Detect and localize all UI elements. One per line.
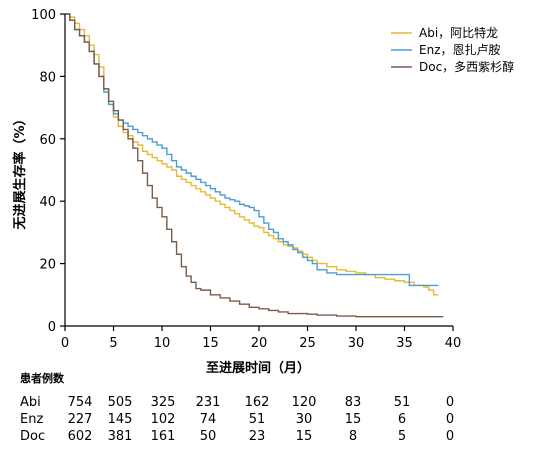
risk-cell: 0 xyxy=(446,395,454,410)
x-tick-label: 15 xyxy=(202,336,219,351)
risk-cell: 161 xyxy=(151,429,176,444)
legend: Abi，阿比特龙 Enz，恩扎卢胺 Doc，多西紫杉醇 xyxy=(391,25,514,74)
risk-table-title: 患者例数 xyxy=(20,371,65,385)
risk-cell: 23 xyxy=(249,429,266,444)
risk-cell: 231 xyxy=(196,395,221,410)
risk-cell: 145 xyxy=(108,412,133,427)
y-tick-label: 0 xyxy=(48,320,56,335)
risk-cell: 0 xyxy=(446,429,454,444)
y-tick-label: 40 xyxy=(39,195,56,210)
risk-cell: 227 xyxy=(68,412,93,427)
y-tick-label: 100 xyxy=(31,8,56,23)
series-line-doc xyxy=(65,13,444,318)
y-tick-label: 80 xyxy=(39,70,56,85)
x-tick-label: 40 xyxy=(445,336,462,351)
x-axis-title: 至进展时间（月） xyxy=(206,360,310,376)
risk-cell: 120 xyxy=(292,395,317,410)
y-axis-title: 无进展生存率（%） xyxy=(12,112,28,230)
risk-row-label: Enz xyxy=(20,412,43,427)
risk-cell: 30 xyxy=(296,412,313,427)
x-tick-label: 5 xyxy=(109,336,117,351)
series-line-abi xyxy=(65,13,439,296)
series-line-enz xyxy=(65,13,439,287)
risk-cell: 5 xyxy=(398,429,406,444)
risk-cell: 15 xyxy=(345,412,362,427)
x-tick-label: 10 xyxy=(154,336,171,351)
risk-cell: 83 xyxy=(345,395,362,410)
risk-cell: 51 xyxy=(249,412,266,427)
risk-cell: 505 xyxy=(108,395,133,410)
risk-cell: 162 xyxy=(245,395,270,410)
legend-label: Enz，恩扎卢胺 xyxy=(419,42,501,57)
risk-cell: 602 xyxy=(68,429,93,444)
risk-cell: 754 xyxy=(68,395,93,410)
risk-cell: 51 xyxy=(394,395,411,410)
risk-cell: 50 xyxy=(200,429,217,444)
y-ticks: 0 20 40 60 80 100 xyxy=(31,8,65,335)
risk-cell: 381 xyxy=(108,429,133,444)
x-tick-label: 30 xyxy=(348,336,365,351)
risk-cell: 325 xyxy=(151,395,176,410)
x-ticks: 0 5 10 15 20 25 30 35 40 xyxy=(61,326,461,351)
legend-label: Doc，多西紫杉醇 xyxy=(419,59,514,74)
risk-row-label: Doc xyxy=(20,429,45,444)
y-tick-label: 60 xyxy=(39,133,56,148)
risk-cell: 15 xyxy=(296,429,313,444)
legend-label: Abi，阿比特龙 xyxy=(419,25,498,40)
risk-cell: 8 xyxy=(349,429,357,444)
x-tick-label: 25 xyxy=(299,336,316,351)
x-tick-label: 35 xyxy=(396,336,413,351)
risk-cell: 6 xyxy=(398,412,406,427)
risk-cell: 102 xyxy=(151,412,176,427)
risk-cell: 0 xyxy=(446,412,454,427)
y-tick-label: 20 xyxy=(39,258,56,273)
x-tick-label: 0 xyxy=(61,336,69,351)
plot-lines xyxy=(65,13,444,318)
risk-row-label: Abi xyxy=(20,395,41,410)
x-tick-label: 20 xyxy=(251,336,268,351)
risk-cell: 74 xyxy=(200,412,217,427)
